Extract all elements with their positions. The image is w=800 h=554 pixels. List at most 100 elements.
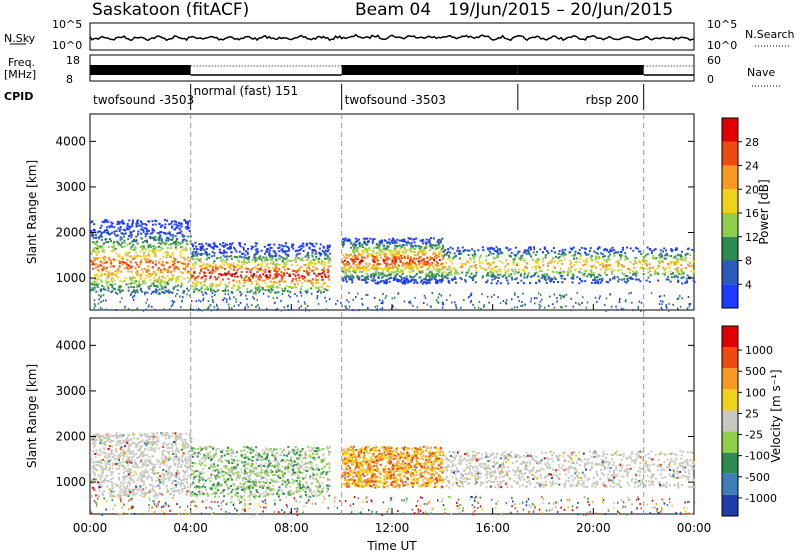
velocity-cell [152,440,155,443]
power-cell [267,289,270,292]
power-cell [356,239,359,242]
power-cell [192,244,195,247]
velocity-cell [111,449,114,452]
power-cell [423,249,426,252]
power-cell [348,291,350,294]
power-cell [158,277,161,280]
power-cell [199,289,202,292]
power-cell [92,261,95,264]
velocity-cell [186,477,189,480]
power-cell [198,299,200,302]
power-cell [141,222,144,225]
velocity-cell [126,461,129,464]
power-cell [412,304,414,307]
power-cell [162,280,165,283]
power-cell [407,240,410,243]
power-cell [539,248,542,251]
power-cell [322,261,325,264]
power-cell [93,230,96,233]
power-cell [493,277,496,280]
power-cell [668,309,670,312]
power-cell [422,265,425,268]
velocity-cell [146,439,149,442]
power-cell [254,266,257,269]
power-cell [226,263,229,266]
power-cell [654,270,657,273]
power-cell [407,254,410,257]
power-cell [438,278,441,281]
power-cell [315,267,318,270]
power-cell [167,289,170,292]
power-cell [654,271,657,274]
velocity-cell [183,438,186,441]
power-cell [247,259,250,262]
velocity-cell [122,478,125,481]
power-cell [425,272,428,275]
power-cell [285,285,288,288]
power-cell [204,251,207,254]
velocity-cell [90,438,93,441]
power-cell [410,267,413,270]
velocity-cell [123,455,126,458]
power-cell [520,258,523,261]
power-cell [660,300,662,303]
power-cell [670,255,673,258]
power-cell [267,266,270,269]
power-cell [375,268,378,271]
velocity-cell [178,436,181,439]
power-cell [422,261,425,264]
velocity-cell [111,477,114,480]
power-cell [310,280,313,283]
power-cell [606,265,609,268]
power-cell [558,294,561,297]
velocity-cell [140,490,143,493]
power-cell [214,267,217,270]
power-cell [593,281,596,284]
power-cell [350,257,353,260]
power-cell [142,254,145,257]
power-cell [407,237,410,240]
power-cell [264,257,267,260]
power-cell [214,264,217,267]
power-cell [160,242,163,245]
power-cell [123,279,126,282]
power-cell [386,256,389,259]
power-cell [586,275,589,278]
power-cell [506,279,509,282]
power-cell [132,257,135,260]
power-cell [302,245,305,248]
power-cell [112,265,115,268]
power-cell [431,291,434,294]
velocity-cell [182,447,185,450]
velocity-cell [139,478,142,481]
power-cell [572,275,575,278]
velocity-cell [145,435,148,438]
power-cell [145,274,148,277]
power-cell [156,268,159,271]
power-cell [667,254,670,257]
power-cell [395,270,398,273]
power-cell [408,301,410,304]
power-cell [157,292,160,295]
velocity-cell [127,481,130,484]
power-cell [328,244,331,247]
power-cell [258,267,261,270]
power-cell [376,251,379,254]
power-cell [368,247,371,250]
power-cell [177,221,180,224]
power-cell [472,256,475,259]
power-cell [392,256,395,259]
power-cell [151,220,154,223]
power-cell [209,286,212,289]
power-cell [416,281,419,284]
power-cell [200,253,203,256]
power-cell [522,251,525,254]
power-cell [530,300,532,303]
power-cell [399,247,402,250]
power-cell [662,272,665,275]
velocity-cell [151,488,154,491]
power-cell [359,270,362,273]
power-cell [579,277,582,280]
power-cell [386,269,389,272]
power-cell [229,247,232,250]
